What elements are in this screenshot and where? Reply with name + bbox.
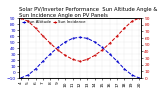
- Sun Altitude: [64, 41, 66, 43]
- Sun Altitude: [79, 37, 81, 38]
- Sun Altitude: [57, 47, 59, 48]
- Sun Incidence: [72, 59, 74, 60]
- Sun Incidence: [35, 27, 36, 29]
- Sun Incidence: [94, 55, 96, 56]
- Sun Incidence: [42, 35, 44, 37]
- Sun Altitude: [138, 77, 140, 79]
- Sun Altitude: [94, 41, 96, 43]
- Sun Incidence: [27, 21, 29, 22]
- Sun Incidence: [109, 43, 111, 44]
- Sun Incidence: [131, 21, 133, 22]
- Sun Incidence: [116, 35, 118, 37]
- Sun Altitude: [101, 47, 103, 48]
- Sun Incidence: [20, 17, 22, 19]
- Sun Altitude: [72, 38, 74, 39]
- Sun Altitude: [35, 68, 36, 70]
- Sun Incidence: [138, 17, 140, 19]
- Sun Altitude: [49, 53, 51, 55]
- Sun Altitude: [109, 53, 111, 55]
- Line: Sun Altitude: Sun Altitude: [20, 36, 140, 79]
- Line: Sun Incidence: Sun Incidence: [20, 17, 140, 62]
- Sun Incidence: [79, 61, 81, 62]
- Sun Incidence: [124, 27, 125, 29]
- Sun Incidence: [101, 49, 103, 51]
- Sun Incidence: [49, 43, 51, 44]
- Sun Altitude: [116, 61, 118, 62]
- Sun Altitude: [20, 77, 22, 79]
- Sun Incidence: [64, 55, 66, 56]
- Sun Altitude: [131, 74, 133, 76]
- Sun Altitude: [124, 68, 125, 70]
- Sun Altitude: [27, 74, 29, 76]
- Sun Incidence: [57, 49, 59, 51]
- Sun Incidence: [86, 59, 88, 60]
- Sun Altitude: [42, 61, 44, 62]
- Text: Solar PV/Inverter Performance  Sun Altitude Angle & Sun Incidence Angle on PV Pa: Solar PV/Inverter Performance Sun Altitu…: [19, 7, 158, 18]
- Legend: Sun Altitude, Sun Incidence: Sun Altitude, Sun Incidence: [21, 20, 86, 25]
- Sun Altitude: [86, 38, 88, 39]
